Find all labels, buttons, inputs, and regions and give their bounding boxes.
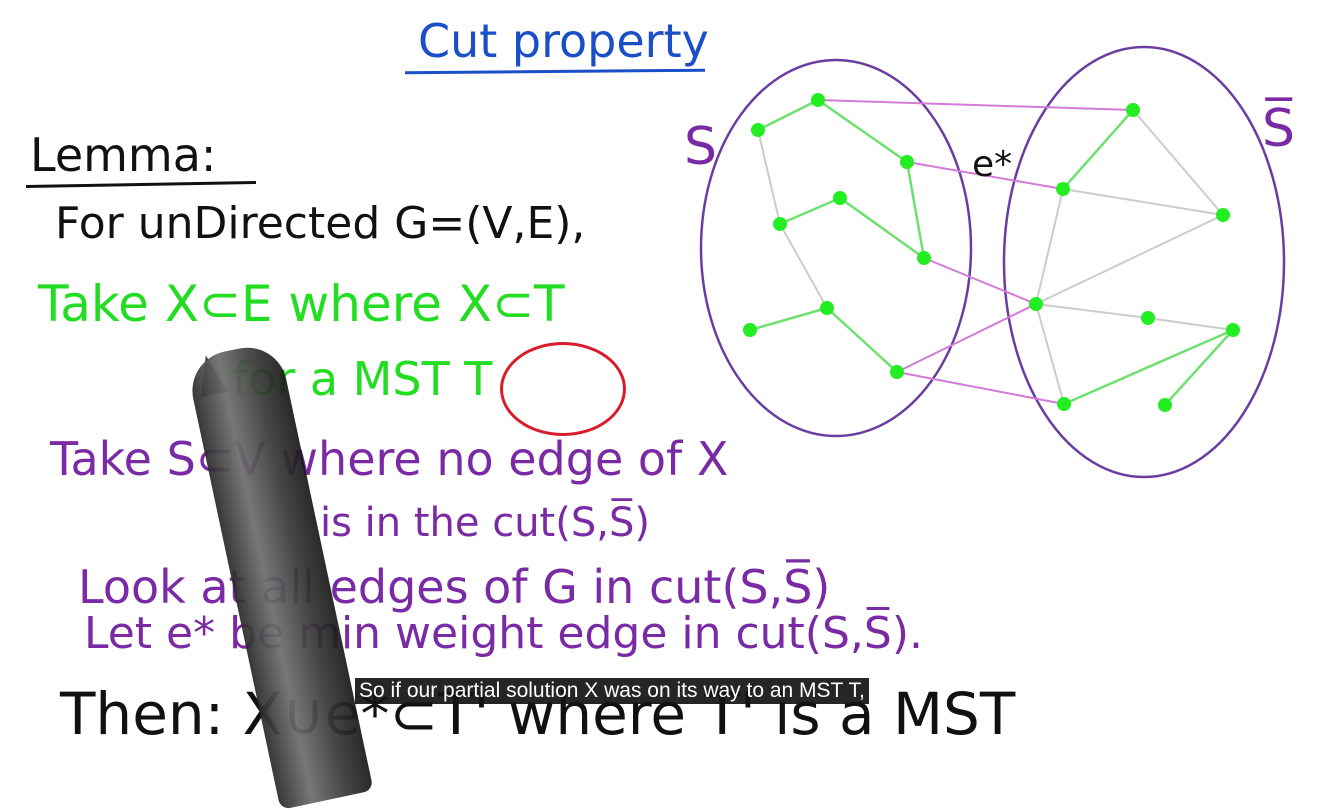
page-title: Cut property: [418, 14, 709, 68]
cut-edges: [817, 99, 1134, 405]
set-S-bar-label: S̅: [1262, 97, 1295, 159]
lemma-line-4: Take S⊂V where no edge of X: [50, 432, 729, 486]
edge-e-star-label: e*: [972, 144, 1012, 185]
lemma-line-1: For unDirected G=(V,E),: [55, 198, 586, 249]
gray-edges: [757, 109, 1234, 405]
set-S-label: S: [684, 117, 717, 177]
lemma-line-5: is in the cut(S,S̅): [320, 500, 650, 546]
lemma-line-7: Let e* be min weight edge in cut(S,S̅).: [84, 608, 923, 659]
lemma-line-6: Look at all edges of G in cut(S,S̅): [78, 560, 831, 614]
mst-edges: [749, 98, 1234, 406]
graph-vertices: [743, 93, 1240, 412]
video-caption: So if our partial solution X was on its …: [355, 678, 869, 704]
lemma-line-2: Take X⊂E where X⊂T: [38, 275, 565, 333]
circled-T-annotation: [500, 342, 626, 436]
cut-graph-diagram: S S̅ e*: [684, 45, 1295, 479]
set-S-ellipse: [699, 58, 973, 438]
set-S-bar-ellipse: [1002, 45, 1286, 479]
lemma-heading: Lemma:: [30, 128, 217, 182]
